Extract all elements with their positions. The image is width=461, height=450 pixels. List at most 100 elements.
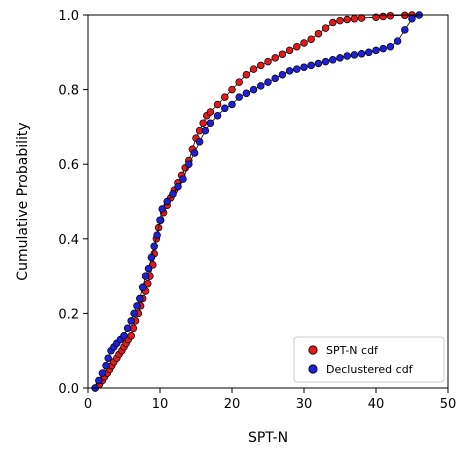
data-point <box>169 190 177 198</box>
data-point <box>242 70 251 79</box>
data-point <box>249 65 258 73</box>
data-point <box>365 48 373 57</box>
y-tick-label: 0.6 <box>58 158 79 173</box>
data-point <box>190 149 199 157</box>
y-tick-label: 0.4 <box>58 233 79 248</box>
x-tick-label: 50 <box>440 397 457 412</box>
data-point <box>206 119 215 127</box>
x-tick-label: 30 <box>296 397 313 412</box>
data-point <box>235 78 243 86</box>
x-tick-label: 0 <box>84 397 92 412</box>
x-tick-label: 10 <box>152 397 169 412</box>
data-point <box>104 354 112 362</box>
y-axis-label: Cumulative Probability <box>15 122 31 280</box>
x-tick-label: 40 <box>368 397 385 412</box>
legend-entry: Declustered cdf <box>326 363 414 376</box>
data-point <box>278 70 287 79</box>
data-point <box>386 11 395 20</box>
data-point <box>156 216 164 224</box>
data-point <box>120 332 128 340</box>
data-point <box>206 108 215 116</box>
data-point <box>271 74 279 83</box>
data-point <box>257 82 265 90</box>
data-point <box>300 63 308 71</box>
data-point <box>127 332 135 340</box>
y-tick-label: 0.8 <box>58 84 79 99</box>
data-point <box>336 54 344 62</box>
data-point <box>357 50 366 58</box>
data-point <box>379 12 387 21</box>
data-point <box>271 54 279 62</box>
data-point <box>235 93 243 101</box>
y-tick-label: 0.2 <box>58 307 79 322</box>
series-layer <box>91 11 423 392</box>
axes-frame <box>87 14 449 389</box>
ticks-layer: 0 10 20 30 40 50 0.0 0.2 0.4 0.6 0.8 1.0 <box>58 9 456 412</box>
data-point <box>147 253 156 262</box>
x-tick-label: 20 <box>224 397 241 412</box>
data-point <box>343 52 351 60</box>
series-declustered-cdf <box>91 11 423 392</box>
data-point <box>136 294 144 303</box>
data-point <box>153 231 161 239</box>
legend-marker <box>308 345 318 355</box>
data-point <box>102 361 110 370</box>
data-point <box>278 50 287 58</box>
data-point <box>228 100 236 109</box>
data-point <box>228 85 236 94</box>
data-point <box>307 35 315 43</box>
data-point <box>307 61 315 70</box>
data-point <box>150 242 158 251</box>
data-point <box>293 42 301 51</box>
data-point <box>133 302 141 310</box>
data-point <box>98 369 107 377</box>
data-point <box>408 14 416 23</box>
data-point <box>264 78 272 86</box>
data-point <box>144 279 152 288</box>
data-point <box>141 272 150 280</box>
data-point <box>350 51 359 59</box>
data-point <box>195 138 204 146</box>
data-point <box>329 18 337 27</box>
data-point <box>293 65 301 73</box>
data-point <box>199 119 207 127</box>
data-point <box>329 56 337 64</box>
data-point <box>350 14 359 23</box>
legend-marker <box>308 364 318 374</box>
data-point <box>314 59 323 68</box>
series-spt-n-cdf <box>91 11 416 392</box>
data-point <box>249 85 258 94</box>
data-point <box>321 57 330 66</box>
data-point <box>174 182 182 191</box>
data-point <box>285 67 294 75</box>
legend-entry: SPT-N cdf <box>326 344 379 357</box>
data-point <box>213 100 222 109</box>
legend-box <box>293 336 445 383</box>
data-point <box>127 317 135 325</box>
data-point <box>242 89 251 98</box>
data-point <box>221 93 229 101</box>
data-point <box>401 26 409 34</box>
y-tick-label: 1.0 <box>58 9 79 24</box>
data-point <box>185 160 193 168</box>
data-point <box>264 57 272 66</box>
data-point <box>158 205 166 213</box>
data-point <box>372 13 380 21</box>
data-point <box>179 175 187 183</box>
legend: SPT-N cdf Declustered cdf <box>293 336 445 383</box>
data-point <box>123 324 132 333</box>
y-tick-label: 0.0 <box>58 382 79 397</box>
data-point <box>130 309 138 318</box>
data-point <box>314 29 323 38</box>
data-point <box>201 126 210 135</box>
data-point <box>372 46 380 55</box>
x-axis-label: SPT-N <box>248 430 288 446</box>
series-line <box>94 14 420 389</box>
data-point <box>343 15 351 24</box>
data-point <box>95 376 103 385</box>
data-point <box>138 283 147 292</box>
data-point <box>336 16 344 25</box>
data-point <box>386 42 395 51</box>
data-point <box>221 104 229 113</box>
data-point <box>213 111 222 120</box>
